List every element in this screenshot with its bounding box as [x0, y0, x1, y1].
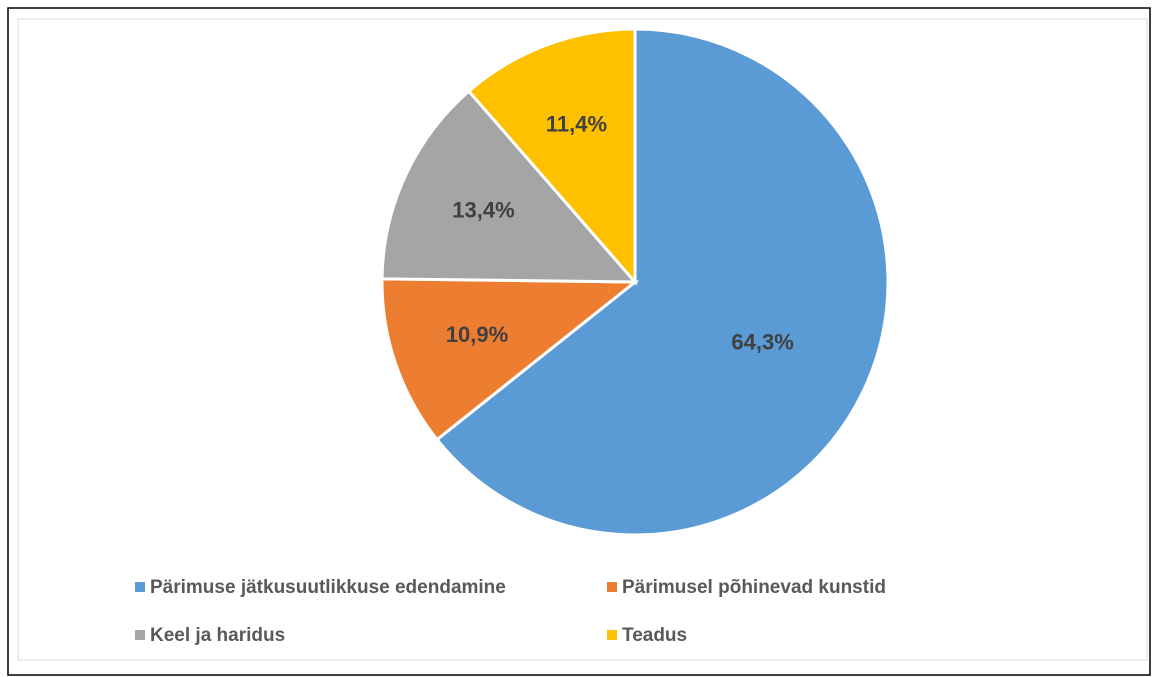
legend-label: Teadus: [622, 625, 687, 646]
data-label: 11,4%: [546, 111, 607, 136]
legend-swatch: [607, 582, 617, 592]
pie-slice: [380, 277, 640, 442]
legend-label: Pärimusel põhinevad kunstid: [622, 577, 886, 598]
legend-swatch: [135, 630, 145, 640]
pie-slice: [434, 27, 890, 537]
pie-slice: [380, 89, 639, 284]
data-label: 13,4%: [452, 198, 514, 223]
pie-slice: [466, 27, 637, 287]
legend-swatch: [607, 630, 617, 640]
data-label: 64,3%: [731, 329, 793, 354]
data-label: 10,9%: [446, 322, 508, 347]
legend-label: Keel ja haridus: [150, 625, 285, 646]
legend-swatch: [135, 582, 145, 592]
legend-label: Pärimuse jätkusuutlikkuse edendamine: [150, 577, 506, 598]
